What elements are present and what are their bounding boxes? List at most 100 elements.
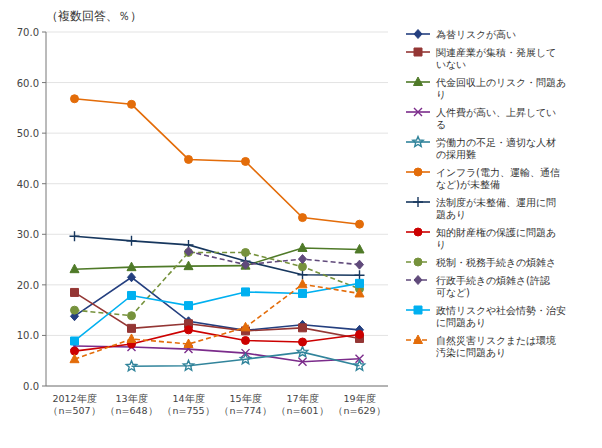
text-line: 法制度が未整備、運用に問 [436, 197, 556, 208]
point [297, 347, 307, 357]
series-line [75, 346, 360, 362]
legend-marker [414, 335, 423, 344]
point [356, 260, 364, 269]
y-tick-label: 0.0 [23, 381, 39, 392]
point [71, 337, 79, 345]
point [242, 157, 250, 165]
x-tick-label: 13年度（n=648） [105, 393, 157, 416]
y-tick [42, 82, 46, 83]
text-line: いない [436, 59, 466, 70]
point [71, 288, 79, 296]
legend-marker [414, 258, 422, 266]
y-tick [42, 335, 46, 336]
point [299, 338, 307, 346]
text-line: 17年度 [286, 393, 318, 404]
text-line: 13年度 [115, 393, 147, 404]
point [356, 279, 364, 287]
legend-marker [414, 77, 423, 86]
series [70, 279, 364, 362]
text-line: の採用難 [436, 149, 476, 160]
text-line: に問題あり [436, 317, 486, 328]
point [299, 324, 307, 332]
grid-line [46, 386, 388, 387]
point [184, 339, 193, 348]
text-line: 19年度 [343, 393, 375, 404]
grid-line [46, 32, 388, 33]
text-line: 行政手続きの煩雑さ(許認 [436, 275, 550, 286]
point [185, 247, 193, 256]
x-tick-label: 2012年度（n=507） [48, 393, 100, 416]
series [71, 273, 364, 335]
point [299, 214, 307, 222]
point [241, 322, 250, 331]
text-line: る [436, 119, 446, 130]
series [71, 95, 364, 228]
point [128, 100, 136, 108]
y-axis [46, 32, 47, 386]
series-line [75, 277, 360, 330]
legend-label: 人件費が高い、上昇している [436, 107, 556, 130]
legend-marker [414, 306, 422, 314]
legend-marker [414, 276, 422, 285]
legend-label: 代金回収上のリスク・問題あり [435, 77, 566, 100]
y-tick [42, 386, 46, 387]
text-line: （n=774） [219, 405, 271, 416]
point [127, 334, 136, 343]
legend-label: 税制・税務手続きの煩雑さ [436, 257, 556, 268]
series [71, 326, 364, 355]
legend-label: 労働力の不足・適切な人材の採用難 [436, 137, 556, 160]
legend-label: 行政手続きの煩雑さ(許認可など) [436, 275, 550, 298]
y-tick [42, 234, 46, 235]
series [185, 247, 364, 269]
grid-line [46, 234, 388, 235]
grid-line [46, 183, 388, 184]
legend-marker [414, 108, 422, 116]
text-line: 14年度 [172, 393, 204, 404]
text-line: 自然災害リスクまたは環境 [436, 335, 556, 346]
text-line: （n=507） [48, 405, 100, 416]
point [299, 289, 307, 297]
text-line: 人件費が高い、上昇してい [436, 107, 556, 118]
legend-label: 知的財産権の保護に問題あり [436, 227, 556, 250]
series [126, 347, 364, 371]
series-line [75, 283, 360, 341]
y-tick-label: 30.0 [17, 229, 39, 240]
series-line [75, 99, 360, 224]
legend-marker [413, 137, 423, 147]
x-tick-label: 19年度（n=629） [333, 393, 385, 416]
point [70, 264, 79, 273]
point [355, 288, 364, 297]
point [185, 302, 193, 310]
text-line: （n=629） [333, 405, 385, 416]
y-tick [42, 133, 46, 134]
point [298, 270, 308, 280]
chart: （複数回答、％）0.010.020.030.040.050.060.070.02… [0, 0, 602, 448]
text-line: インフラ(電力、運輸、通信 [436, 167, 560, 178]
text-line: 労働力の不足・適切な人材 [436, 137, 556, 148]
marks [70, 95, 365, 371]
text-line: 2012年度 [52, 393, 96, 404]
x-tick-label: 14年度（n=755） [162, 393, 214, 416]
text-line: 知的財産権の保護に問題あ [436, 227, 556, 238]
y-tick-label: 20.0 [17, 280, 39, 291]
legend-marker [414, 228, 422, 236]
point [185, 326, 193, 334]
point [298, 243, 307, 252]
x-axis [46, 386, 388, 387]
y-tick [42, 183, 46, 184]
series [70, 243, 364, 273]
point [71, 306, 79, 314]
legend-marker [414, 168, 422, 176]
legend-label: 為替リスクが高い [436, 29, 516, 40]
text-line: 税制・税務手続きの煩雑さ [436, 257, 556, 268]
point [128, 273, 136, 282]
x-tick-label: 17年度（n=601） [276, 393, 328, 416]
text-line: 15年度 [229, 393, 261, 404]
series-line [75, 330, 360, 351]
text-line: （n=648） [105, 405, 157, 416]
point [356, 330, 364, 338]
series-line [189, 251, 360, 264]
legend-marker [413, 197, 423, 207]
point [298, 279, 307, 288]
point [354, 360, 364, 370]
